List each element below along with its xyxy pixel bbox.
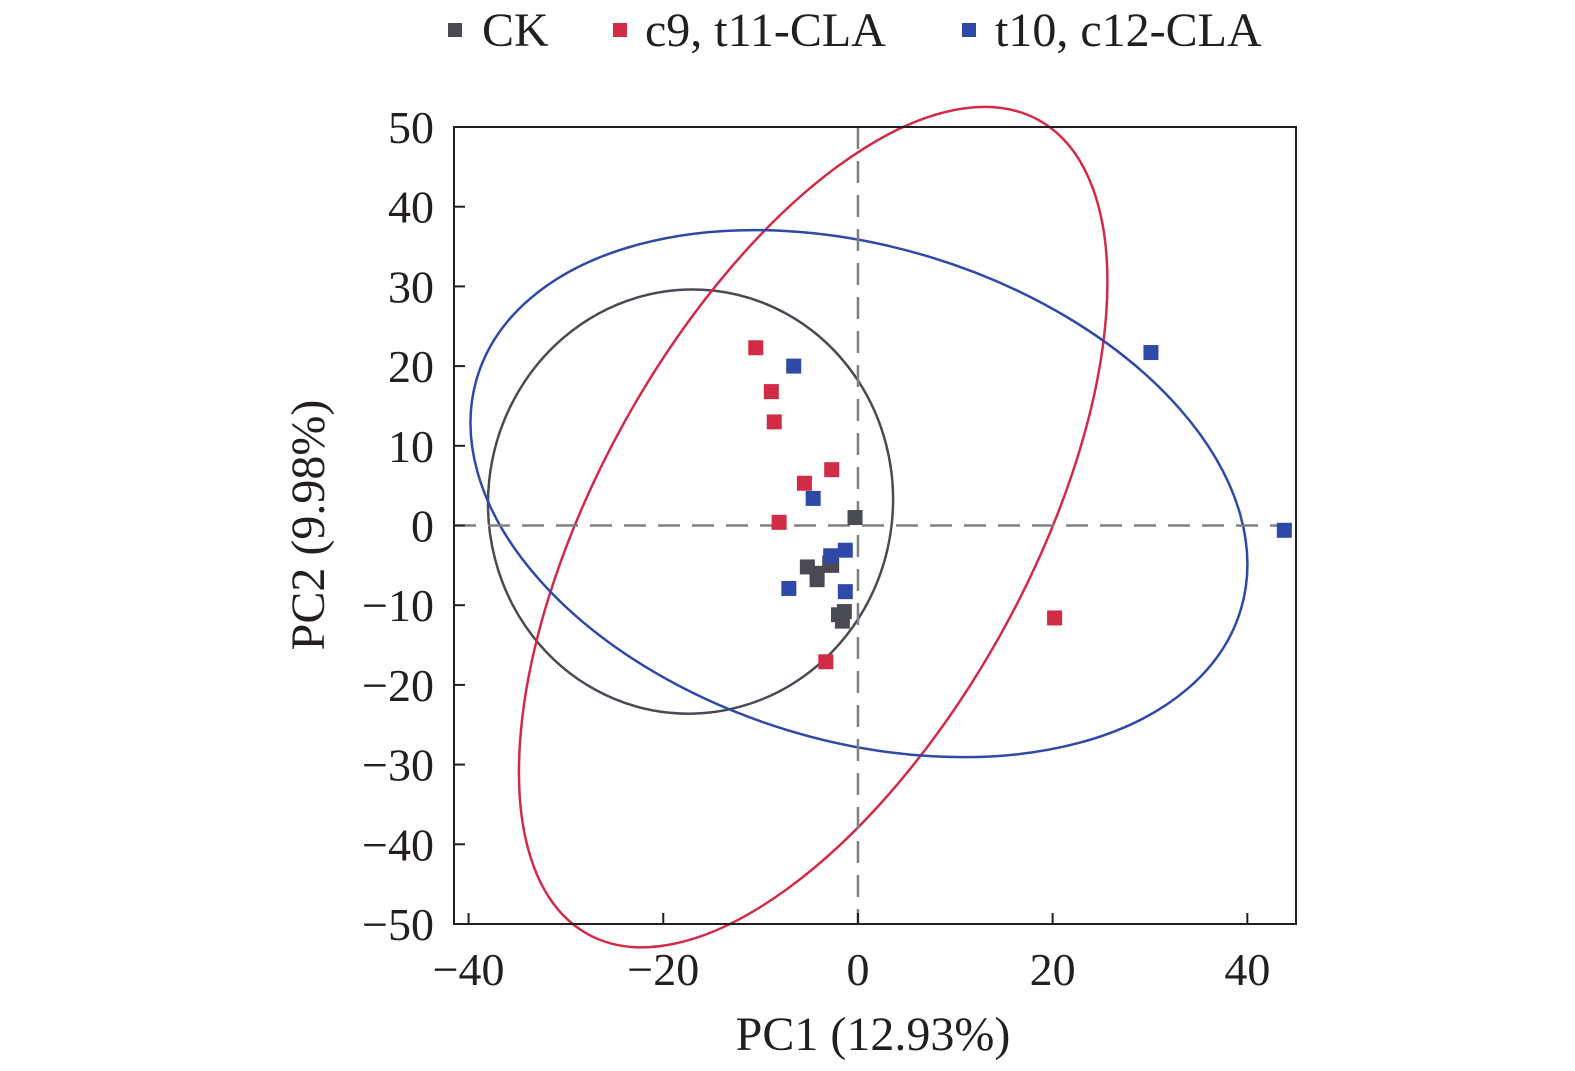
- y-tick-label: 30: [388, 261, 434, 312]
- confidence-ellipse-0: [486, 288, 895, 715]
- data-point-s2-4: [837, 542, 853, 558]
- legend-label-ck: CK: [482, 4, 549, 57]
- data-point-s0-3: [809, 572, 825, 588]
- y-tick-label: −20: [362, 660, 434, 711]
- data-point-s1-6: [818, 654, 834, 670]
- x-axis-title: PC1 (12.93%): [736, 1008, 1011, 1061]
- x-axis-ticks: −40 −20 0 20 40: [433, 913, 1270, 995]
- data-point-s0-0: [847, 510, 863, 526]
- data-point-s2-1: [1143, 345, 1159, 361]
- data-point-s1-0: [748, 340, 764, 356]
- reference-lines: [454, 127, 1296, 924]
- data-point-s1-3: [824, 462, 840, 478]
- data-point-s2-2: [805, 490, 821, 506]
- legend-marker-t10c12: [962, 23, 976, 37]
- data-point-s2-0: [786, 358, 802, 374]
- data-point-s2-5: [781, 580, 797, 596]
- y-tick-label: 10: [388, 421, 434, 472]
- x-tick-label: 40: [1224, 944, 1270, 995]
- y-axis-title: PC2 (9.98%): [282, 400, 335, 651]
- data-point-s0-8: [834, 613, 850, 629]
- confidence-ellipse-1: [517, 105, 1109, 949]
- y-tick-label: 50: [388, 102, 434, 153]
- confidence-ellipses: [469, 105, 1249, 949]
- data-point-s1-7: [1047, 610, 1063, 626]
- y-tick-label: 20: [388, 341, 434, 392]
- y-tick-label: −40: [362, 819, 434, 870]
- y-axis-ticks: 50 40 30 20 10 0 −10 −20 −30 −40 −50: [362, 102, 465, 950]
- data-point-s2-3: [823, 548, 839, 564]
- legend: CK c9, t11-CLA t10, c12-CLA: [448, 4, 1262, 57]
- legend-marker-ck: [448, 23, 462, 37]
- y-tick-label: −50: [362, 899, 434, 950]
- legend-label-c9t11: c9, t11-CLA: [645, 4, 886, 57]
- y-tick-label: −10: [362, 580, 434, 631]
- data-point-s1-4: [796, 475, 812, 491]
- data-point-s2-7: [1276, 522, 1292, 538]
- y-tick-label: 40: [388, 182, 434, 233]
- data-point-s2-6: [837, 584, 853, 600]
- legend-marker-c9t11: [613, 23, 627, 37]
- x-tick-label: 0: [846, 944, 869, 995]
- data-point-s1-1: [763, 384, 779, 400]
- data-points: [748, 340, 1292, 670]
- x-tick-label: −20: [627, 944, 699, 995]
- confidence-ellipse-2: [469, 228, 1249, 759]
- data-point-s1-2: [766, 414, 782, 430]
- x-tick-label: 20: [1030, 944, 1076, 995]
- y-tick-label: 0: [411, 501, 434, 552]
- legend-label-t10c12: t10, c12-CLA: [995, 4, 1262, 57]
- y-tick-label: −30: [362, 740, 434, 791]
- data-point-s1-5: [771, 514, 787, 530]
- x-tick-label: −40: [433, 944, 505, 995]
